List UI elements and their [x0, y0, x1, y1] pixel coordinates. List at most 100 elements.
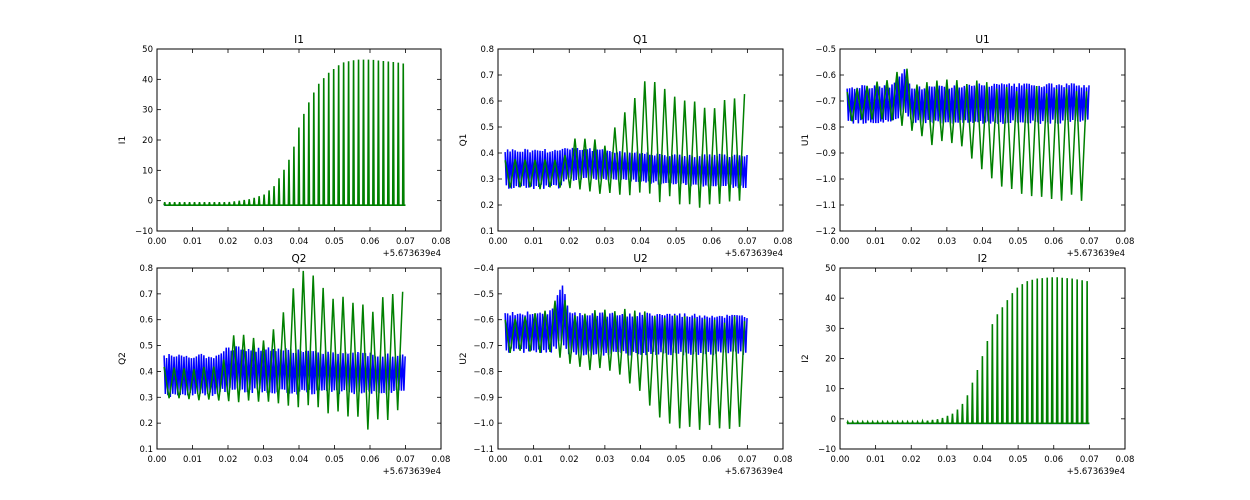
x-tick-label: 0.04 [290, 237, 309, 247]
series-green [504, 300, 746, 430]
x-offset-label: +5.673639e4 [1067, 467, 1125, 477]
y-tick-label: 0 [831, 415, 836, 425]
y-tick-label: 10 [825, 385, 836, 395]
x-tick-label: 0.00 [831, 455, 850, 465]
x-tick-label: 0.04 [290, 455, 309, 465]
chart-title: Q2 [292, 253, 307, 265]
x-tick-label: 0.00 [148, 455, 167, 465]
y-tick-label: 0.6 [480, 97, 494, 107]
y-tick-label: −0.6 [815, 71, 836, 81]
series-green [163, 59, 406, 207]
y-tick-label: 0.3 [139, 393, 153, 403]
series-green [846, 68, 1088, 201]
axes-frame [497, 48, 784, 232]
x-tick-label: 0.01 [866, 237, 885, 247]
y-tick-label: 0.4 [139, 367, 153, 377]
x-tick-label: 0.05 [1009, 455, 1028, 465]
x-tick-label: 0.00 [148, 237, 167, 247]
y-tick-label: −0.7 [473, 342, 494, 352]
y-axis-label: Q1 [459, 134, 469, 147]
x-tick-label: 0.07 [738, 455, 757, 465]
series-green [504, 81, 746, 208]
x-tick-label: 0.08 [774, 237, 793, 247]
y-tick-label: −10 [818, 445, 836, 455]
y-tick-label: 0.7 [139, 290, 153, 300]
y-tick-label: 0.7 [480, 71, 494, 81]
x-tick-label: 0.02 [560, 237, 579, 247]
y-tick-label: 30 [825, 324, 836, 334]
y-tick-label: −0.5 [815, 45, 836, 55]
x-tick-label: 0.04 [973, 455, 992, 465]
x-tick-label: 0.04 [973, 237, 992, 247]
y-tick-label: −0.9 [473, 393, 494, 403]
y-tick-label: 0.4 [480, 149, 494, 159]
y-tick-label: −0.7 [815, 97, 836, 107]
y-tick-label: −0.6 [473, 316, 494, 326]
y-axis-label: I1 [118, 136, 128, 144]
chart-title: I2 [978, 253, 988, 265]
x-tick-label: 0.02 [219, 455, 238, 465]
x-tick-label: 0.03 [937, 455, 956, 465]
x-tick-label: 0.08 [1116, 237, 1135, 247]
x-tick-label: 0.06 [1044, 237, 1063, 247]
y-axis-label: I2 [801, 354, 811, 362]
x-tick-label: 0.07 [396, 237, 415, 247]
plot-area [846, 277, 1090, 425]
y-tick-label: −0.8 [815, 123, 836, 133]
y-axis-label: U1 [801, 134, 811, 146]
x-tick-label: 0.01 [183, 237, 202, 247]
y-tick-label: 20 [825, 355, 836, 365]
subplot-i1: 0.00 0.01 0.02 0.03 0.04 0.05 0.06 0.07 0.08 −10 0… [118, 34, 450, 259]
x-tick-label: 0.02 [219, 237, 238, 247]
chart-title: U1 [975, 34, 989, 46]
y-tick-label: −0.9 [815, 149, 836, 159]
x-tick-label: 0.06 [702, 237, 721, 247]
y-axis-label: U2 [459, 352, 469, 364]
x-tick-label: 0.07 [738, 237, 757, 247]
y-tick-label: −1.1 [815, 201, 836, 211]
series-blue [846, 69, 1090, 124]
series-green [163, 270, 404, 430]
x-tick-label: 0.04 [631, 455, 650, 465]
x-tick-label: 0.01 [866, 455, 885, 465]
x-tick-label: 0.07 [1080, 455, 1099, 465]
y-tick-label: 0.5 [480, 123, 494, 133]
x-tick-label: 0.06 [361, 455, 380, 465]
chart-title: Q1 [633, 34, 648, 46]
x-tick-label: 0.00 [831, 237, 850, 247]
chart-title: U2 [633, 253, 647, 265]
y-tick-label: 0.1 [480, 227, 494, 237]
y-tick-label: −10 [135, 227, 153, 237]
x-offset-label: +5.673639e4 [725, 467, 783, 477]
y-tick-label: 0.1 [139, 445, 153, 455]
subplot-q1: 0.00 0.01 0.02 0.03 0.04 0.05 0.06 0.07 0.08 0.1 0… [459, 34, 792, 259]
y-tick-label: 30 [142, 106, 153, 116]
subplot-u2: 0.00 0.01 0.02 0.03 0.04 0.05 0.06 0.07 0.08 −1.1… [459, 253, 792, 477]
x-tick-label: 0.00 [489, 237, 508, 247]
x-tick-label: 0.00 [489, 455, 508, 465]
y-tick-label: −1.0 [473, 419, 494, 429]
x-tick-label: 0.07 [1080, 237, 1099, 247]
y-tick-label: −0.4 [473, 264, 494, 274]
x-tick-label: 0.06 [702, 455, 721, 465]
plot-area [504, 81, 748, 208]
x-tick-label: 0.08 [774, 455, 793, 465]
x-tick-label: 0.08 [432, 237, 451, 247]
y-tick-label: 0.8 [480, 45, 494, 55]
y-tick-label: 20 [142, 136, 153, 146]
x-tick-label: 0.08 [1116, 455, 1135, 465]
x-tick-label: 0.02 [902, 237, 921, 247]
y-tick-label: 0.8 [139, 264, 153, 274]
x-tick-label: 0.03 [595, 237, 614, 247]
x-tick-label: 0.05 [667, 237, 686, 247]
x-tick-label: 0.06 [361, 237, 380, 247]
plot-area [846, 68, 1090, 201]
x-tick-label: 0.05 [325, 237, 344, 247]
x-tick-label: 0.07 [396, 455, 415, 465]
y-tick-label: 0.6 [139, 316, 153, 326]
x-offset-label: +5.673639e4 [383, 467, 441, 477]
y-tick-label: 0 [148, 197, 153, 207]
y-tick-label: 0.2 [480, 201, 494, 211]
subplot-u1: 0.00 0.01 0.02 0.03 0.04 0.05 0.06 0.07 0.08 −1.2… [801, 34, 1134, 259]
